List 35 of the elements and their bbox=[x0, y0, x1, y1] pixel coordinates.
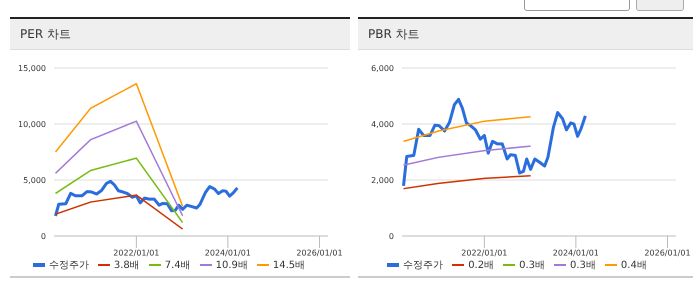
x-tick-label: 2026/01/01 bbox=[644, 248, 691, 258]
x-tick-label: 2024/01/01 bbox=[204, 248, 251, 258]
line-series bbox=[54, 157, 184, 224]
x-tick-label: 2022/01/01 bbox=[461, 248, 508, 258]
chart-title: PBR 차트 bbox=[358, 17, 693, 50]
legend-label: 0.3배 bbox=[570, 259, 596, 272]
y-tick-label: 10,000 bbox=[18, 120, 46, 129]
line-series bbox=[402, 145, 532, 166]
legend-label: 0.2배 bbox=[468, 259, 494, 272]
line-series bbox=[54, 194, 184, 230]
y-tick-label: 2,000 bbox=[371, 176, 394, 185]
chart-title: PER 차트 bbox=[10, 17, 350, 50]
legend-label: 3.8배 bbox=[114, 259, 140, 272]
line-series bbox=[54, 82, 184, 208]
line-series bbox=[54, 180, 239, 218]
x-tick-label: 2026/01/01 bbox=[296, 248, 343, 258]
y-tick-label: 0 bbox=[40, 232, 46, 241]
legend-label: 14.5배 bbox=[272, 259, 306, 272]
y-tick-label: 4,000 bbox=[371, 120, 394, 129]
legend-label: 0.3배 bbox=[519, 259, 545, 272]
x-tick-label: 2022/01/01 bbox=[113, 248, 160, 258]
y-tick-label: 0 bbox=[388, 232, 394, 241]
legend-label: 10.9배 bbox=[216, 259, 248, 272]
legend-label: 수정주가 bbox=[48, 259, 89, 272]
legend-label: 7.4배 bbox=[164, 259, 191, 272]
x-tick-label: 2024/01/01 bbox=[552, 248, 599, 258]
y-tick-label: 5,000 bbox=[23, 176, 46, 185]
line-series bbox=[54, 120, 184, 217]
legend-label: 수정주가 bbox=[403, 259, 444, 272]
y-tick-label: 15,000 bbox=[18, 64, 46, 73]
legend-label: 0.4배 bbox=[620, 259, 647, 272]
line-series bbox=[402, 98, 587, 188]
line-series bbox=[402, 175, 532, 190]
y-tick-label: 6,000 bbox=[371, 64, 394, 73]
line-series bbox=[402, 116, 532, 142]
